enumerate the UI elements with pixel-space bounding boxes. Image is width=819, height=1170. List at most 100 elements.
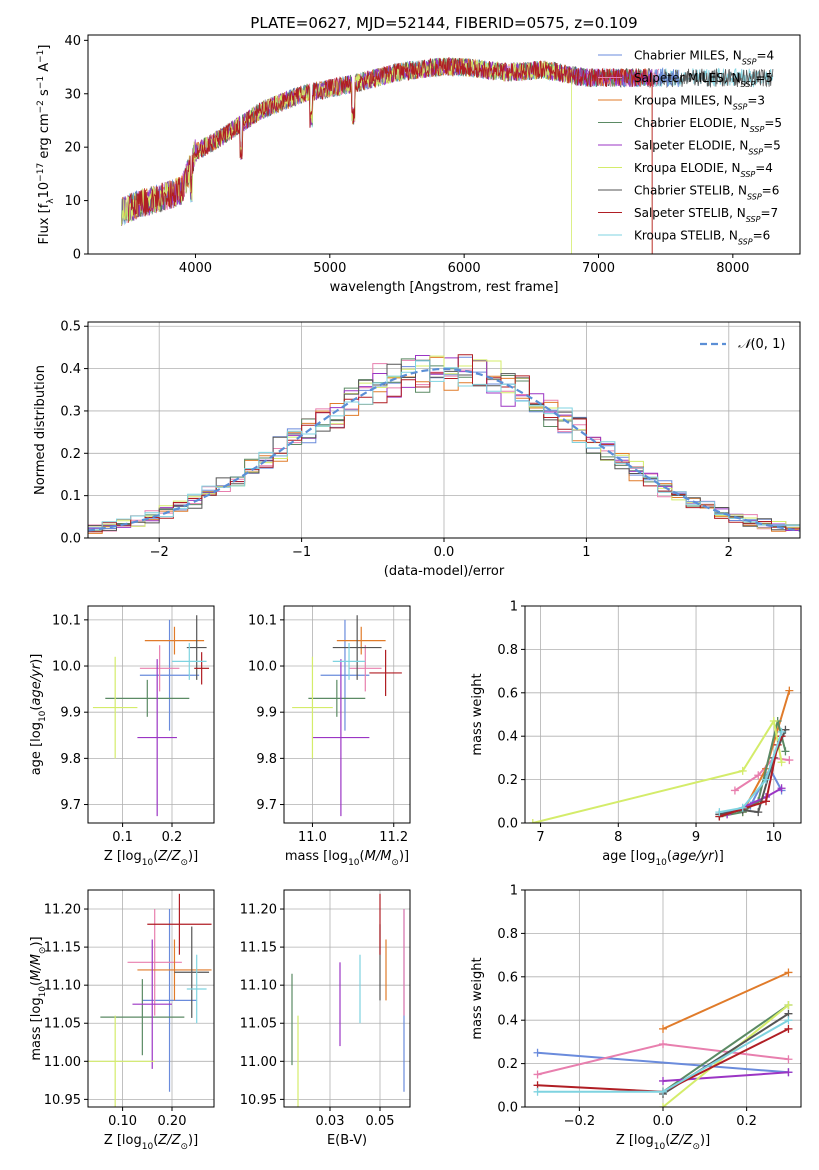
x-axis-label-part: (data-model)/error <box>384 564 505 579</box>
y-tick-label: 10.95 <box>240 1093 277 1108</box>
weight-marker <box>533 1070 542 1079</box>
x-axis-label-part: ( <box>667 849 672 864</box>
y-tick-label: 10.1 <box>248 613 277 628</box>
x-axis-label: Z [log10(Z/Z⊙)] <box>104 1133 198 1152</box>
weight-marker <box>785 686 794 695</box>
legend-value: =5 <box>755 71 773 85</box>
y-tick-label: 11.20 <box>240 903 277 918</box>
x-axis-label-part: )] <box>700 1133 710 1148</box>
y-tick-label: 1 <box>510 600 518 615</box>
x-tick-label: 1 <box>582 545 590 560</box>
x-axis-label-part: ( <box>360 849 365 864</box>
legend-text: Chabrier MILES, N <box>634 49 742 63</box>
y-tick-label: 9.7 <box>60 798 81 813</box>
legend-entry: Chabrier ELODIE, NSSP=5 <box>634 116 782 134</box>
weight-marker <box>659 1103 667 1107</box>
x-tick-label: 9 <box>692 830 700 845</box>
weight-marker <box>777 727 786 736</box>
y-axis-label: Flux [fλ10−17 erg cm−2 s−1 A−1] <box>36 45 56 245</box>
y-axis-label-part: −1 <box>36 76 46 89</box>
legend-text: Salpeter ELODIE, N <box>634 139 748 153</box>
weight-marker <box>784 968 793 977</box>
weight-marker <box>777 758 786 767</box>
x-axis-label-part: Z [log <box>104 1133 142 1148</box>
y-axis-label-part: 10 <box>38 986 48 998</box>
y-axis-label-part: A <box>37 63 52 76</box>
x-axis-label-part: ( <box>153 1133 158 1148</box>
y-axis-label-part: s <box>37 89 52 100</box>
x-tick-label: 0.1 <box>112 830 133 845</box>
y-axis-label-part: 10 <box>37 182 52 199</box>
x-tick-label: 7000 <box>582 261 615 276</box>
y-axis-label-part: ] <box>37 45 52 50</box>
weight-marker <box>659 1087 667 1096</box>
y-axis-label-part: )] <box>29 654 44 664</box>
y-axis-label-part: λ <box>46 198 56 204</box>
x-tick-label: 0.2 <box>162 830 183 845</box>
axes-frame <box>283 889 411 1108</box>
age-vs-mass-panel: 11.0 11.2 9.7 9.8 9.9 10.0 10.1 mass [log10(M/M… <box>248 605 411 868</box>
weight-marker <box>784 1024 793 1033</box>
y-tick-label: 0.4 <box>497 1014 518 1029</box>
x-tick-label: 0.0 <box>434 545 455 560</box>
y-axis-label-part: −17 <box>36 163 46 182</box>
weight-marker <box>738 803 747 812</box>
x-tick-label: 0.2 <box>736 1114 757 1129</box>
weight-marker <box>784 1055 793 1064</box>
x-tick-label: 0.03 <box>316 1114 345 1129</box>
plot-area <box>291 893 405 1107</box>
y-tick-label: 9.7 <box>256 798 277 813</box>
weight-vs-metallicity-panel: −0.2 0.0 0.2 0.0 0.2 0.4 0.6 0.8 1 Z [log10(Z/Z⊙)… <box>470 884 802 1152</box>
mass-vs-metallicity-panel: 0.10 0.20 10.95 11.00 11.05 11.10 11.15 11.20 Z … <box>29 889 215 1152</box>
mass-vs-ebv-panel: 0.03 0.05 10.95 11.00 11.05 11.10 11.15 11.20 E(… <box>240 889 411 1148</box>
x-axis-label-part: M/M <box>365 849 392 864</box>
axes-frame <box>524 605 802 824</box>
x-axis-label-part: ⊙ <box>692 1142 700 1152</box>
legend-entry: Salpeter ELODIE, NSSP=5 <box>634 139 781 157</box>
y-axis-label-part: Flux [f <box>37 203 52 244</box>
x-tick-label: 4000 <box>179 261 212 276</box>
weight-marker <box>785 756 794 765</box>
legend-value: =6 <box>753 229 771 243</box>
y-tick-label: 0.6 <box>497 970 518 985</box>
weight-line-kroupa-stelib <box>719 731 783 814</box>
axes-frame <box>283 605 411 824</box>
x-tick-label: −0.2 <box>564 1114 596 1129</box>
weight-marker <box>659 1040 667 1049</box>
y-tick-label: 20 <box>64 141 81 156</box>
x-axis-label-part: 10 <box>654 1142 666 1152</box>
x-tick-label: −2 <box>150 545 169 560</box>
y-tick-label: 11.00 <box>44 1055 81 1070</box>
y-axis-label: mass [log10(M/M⊙)] <box>29 936 48 1060</box>
weight-marker <box>754 808 763 817</box>
y-tick-label: 0.8 <box>497 643 518 658</box>
weight-marker <box>533 1087 542 1096</box>
legend-text: Kroupa ELODIE, N <box>634 161 741 175</box>
legend-subscript: SSP <box>733 102 748 111</box>
y-axis-label-part: mass weight <box>470 673 485 755</box>
y-tick-label: 0.3 <box>60 404 81 419</box>
y-tick-label: 9.8 <box>60 752 81 767</box>
x-axis-label-part: Z/Z <box>157 1133 181 1148</box>
y-tick-label: 9.9 <box>256 706 277 721</box>
plot-area <box>121 57 774 254</box>
legend-subscript: SSP <box>747 192 762 201</box>
y-axis-label-part: 10 <box>38 710 48 722</box>
y-axis-label-part: mass [log <box>29 997 44 1060</box>
weight-line-chabrier-elodie <box>662 1004 790 1093</box>
age-vs-metallicity-panel: 0.1 0.29.79.89.910.010.1Z [log10(Z/Z⊙)]ag… <box>29 605 215 868</box>
histogram-kroupa-stelib <box>88 360 800 530</box>
x-axis-label: wavelength [Angstrom, rest frame] <box>330 280 559 295</box>
x-axis-label: Z [log10(Z/Z⊙)] <box>104 849 198 868</box>
axes-frame <box>87 889 215 1108</box>
y-tick-label: 0 <box>73 248 81 263</box>
y-axis-label-part: erg cm <box>37 113 52 162</box>
legend-entry: Chabrier STELIB, NSSP=6 <box>634 184 779 202</box>
legend-value: =5 <box>764 116 782 130</box>
legend-entry: Salpeter STELIB, NSSP=7 <box>634 206 778 224</box>
legend-subscript: SSP <box>738 237 753 246</box>
spectrum-panel: 4000 5000 6000 7000 8000 0 10 20 30 40 wavelength … <box>36 34 801 295</box>
y-tick-label: 11.15 <box>240 941 277 956</box>
y-tick-label: 0.2 <box>60 447 81 462</box>
x-tick-label: 0.0 <box>653 1114 674 1129</box>
